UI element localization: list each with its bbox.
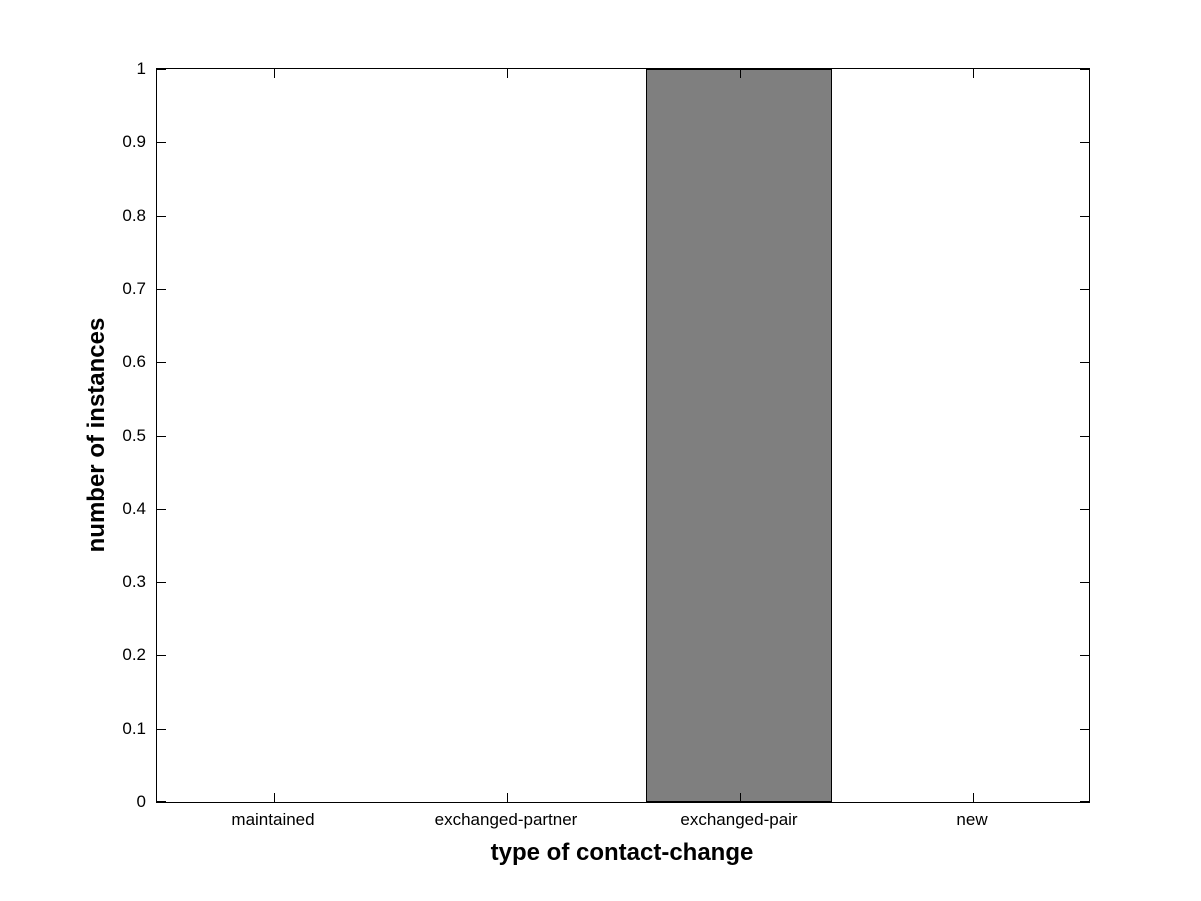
x-tick-label-maintained: maintained <box>231 810 315 829</box>
plot-area <box>156 68 1090 803</box>
y-tick-label: 0.5 <box>122 426 146 445</box>
x-tick-bottom <box>740 793 741 802</box>
y-tick-right <box>1080 362 1089 363</box>
y-tick-right <box>1080 69 1089 70</box>
y-tick-label: 0.1 <box>122 719 146 738</box>
x-axis-title: type of contact-change <box>490 839 754 866</box>
x-tick-top <box>973 69 974 78</box>
y-tick-label: 0.6 <box>122 352 146 371</box>
bar-exchanged-pair <box>646 69 832 802</box>
y-tick-label: 0.8 <box>122 206 146 225</box>
x-tick-bottom <box>274 793 275 802</box>
x-tick-top <box>740 69 741 78</box>
y-tick-label: 0.7 <box>122 279 146 298</box>
y-tick-right <box>1080 582 1089 583</box>
y-tick-left <box>157 216 166 217</box>
x-tick-label-exchanged-partner: exchanged-partner <box>434 810 578 829</box>
x-tick-label-new: new <box>956 810 988 829</box>
y-tick-right <box>1080 216 1089 217</box>
x-tick-bottom <box>973 793 974 802</box>
y-tick-right <box>1080 801 1089 802</box>
x-tick-bottom <box>507 793 508 802</box>
y-tick-label: 0.4 <box>122 499 146 518</box>
y-tick-left <box>157 655 166 656</box>
y-tick-left <box>157 142 166 143</box>
y-tick-label: 0.3 <box>122 572 146 591</box>
y-tick-left <box>157 69 166 70</box>
y-tick-right <box>1080 436 1089 437</box>
y-tick-left <box>157 436 166 437</box>
y-tick-left <box>157 801 166 802</box>
y-tick-label: 0.9 <box>122 132 146 151</box>
x-tick-top <box>274 69 275 78</box>
y-tick-left <box>157 289 166 290</box>
y-tick-label: 0.2 <box>122 645 146 664</box>
y-tick-right <box>1080 289 1089 290</box>
y-tick-right <box>1080 509 1089 510</box>
y-tick-left <box>157 509 166 510</box>
y-tick-right <box>1080 142 1089 143</box>
y-tick-left <box>157 582 166 583</box>
x-tick-label-exchanged-pair: exchanged-pair <box>680 810 798 829</box>
y-tick-right <box>1080 729 1089 730</box>
y-tick-right <box>1080 655 1089 656</box>
y-tick-left <box>157 729 166 730</box>
x-tick-top <box>507 69 508 78</box>
y-tick-label: 0 <box>136 792 146 811</box>
y-tick-label: 1 <box>136 59 146 78</box>
y-tick-left <box>157 362 166 363</box>
